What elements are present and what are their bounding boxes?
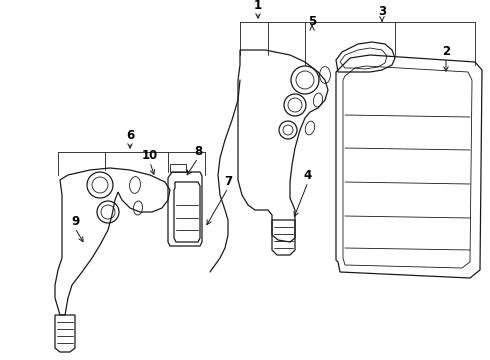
Text: 10: 10 xyxy=(142,149,158,162)
Text: 4: 4 xyxy=(304,169,312,182)
Text: 9: 9 xyxy=(71,215,79,228)
Text: 2: 2 xyxy=(442,45,450,58)
Text: 6: 6 xyxy=(126,129,134,142)
Text: 7: 7 xyxy=(224,175,232,188)
Text: 1: 1 xyxy=(254,0,262,12)
Text: 3: 3 xyxy=(378,5,386,18)
Text: 8: 8 xyxy=(194,145,202,158)
Text: 5: 5 xyxy=(308,15,316,28)
